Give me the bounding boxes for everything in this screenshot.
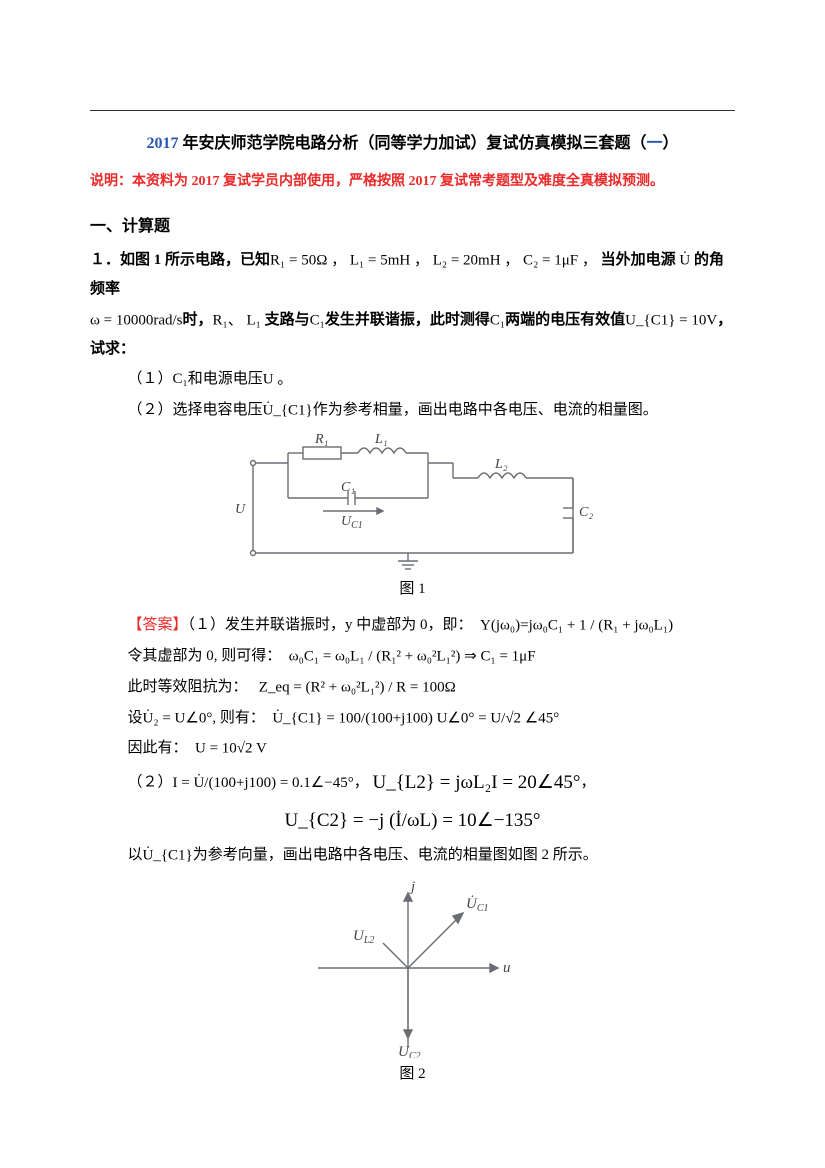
q1-p1u: U 。 (263, 371, 293, 387)
ans-f7: U_{L2} = jωL₂I = 20∠45° (372, 772, 580, 793)
note-text: 说明：本资料为 2017 复试学员内部使用，严格按照 2017 复试常考题型及难… (90, 169, 735, 196)
ans-a6c: ， (580, 775, 595, 791)
svg-text:L₂: L₂ (494, 457, 508, 472)
ans-f4: U̇_{C1} = 100/(100+j100) U∠0° = U/√2 ∠45… (272, 710, 559, 726)
q1-c1: C₁ (310, 312, 325, 328)
q1-p2b: 作为参考相量，画出电路中各电压、电流的相量图。 (313, 402, 658, 418)
ans-6: （２）I = U̇/(100+j100) = 0.1∠−45°， U_{L2} … (90, 765, 735, 801)
doc-title: 2017 年安庆师范学院电路分析（同等学力加试）复试仿真模拟三套题（一） (90, 129, 735, 159)
q1-params: R₁ = 50Ω ， L₁ = 5mH ， L₂ = 20mH ， C₂ = 1… (270, 253, 597, 269)
svg-text:UC2: UC2 (398, 1044, 421, 1058)
ans-4: 设U̇₂ = U∠0°, 则有： U̇_{C1} = 100/(100+j100… (90, 704, 735, 733)
title-paren: ） (663, 135, 679, 152)
q1-m3: 发生并联谐振，此时测得 (325, 312, 490, 328)
ans-a2: 令其虚部为 0, 则可得： (128, 648, 282, 664)
svg-text:UL2: UL2 (353, 928, 374, 946)
q1-p2: （２）选择电容电压U̇_{C1}作为参考相量，画出电路中各电压、电流的相量图。 (90, 396, 735, 425)
ans-label: 【答案】 (128, 617, 188, 633)
ans-f2: ω₀C₁ = ω₀L₁ / (R₁² + ω₀²L₁²) ⇒ C₁ = 1μF (289, 648, 536, 664)
svg-text:U̇C1: U̇C1 (466, 896, 489, 914)
q1-m4: 两端的电压有效值 (505, 312, 625, 328)
title-year: 2017 (146, 135, 178, 152)
ans-f5: U = 10√2 V (195, 741, 267, 757)
title-num: 一 (646, 135, 662, 152)
q1-rl: R₁、 L₁ (213, 312, 261, 328)
ans-7: 以U̇_{C1}为参考向量，画出电路中各电压、电流的相量图如图 2 所示。 (90, 841, 735, 870)
figure-2: j u U̇C1 UL2 UC2 图 2 (90, 878, 735, 1089)
section-heading: 一、计算题 (90, 212, 735, 242)
ans-3: 此时等效阻抗为： Z_eq = (R² + ω₀²L₁²) / R = 100Ω (90, 673, 735, 702)
svg-text:U: U (235, 502, 246, 517)
ans-f1: Y(jω₀)=jω₀C₁ + 1 / (R₁ + jω₀L₁) (480, 617, 673, 633)
ans-f8: U_{C2} = −j (İ/ωL) = 10∠−135° (284, 810, 540, 831)
top-rule (90, 110, 735, 111)
fig2-caption: 图 2 (90, 1060, 735, 1089)
ans-a4c: , 则有： (212, 710, 265, 726)
svg-text:L₁: L₁ (374, 433, 388, 447)
q1-p1: （１）C₁和电源电压U 。 (90, 365, 735, 394)
ans-1: 【答案】（１）发生并联谐振时，y 中虚部为 0，即： Y(jω₀)=jω₀C₁ … (90, 611, 735, 640)
q1-p1-text: （１）C₁和电源电压 (128, 371, 263, 387)
q1-u: U̇ (679, 253, 690, 269)
q1-line1: １．如图 1 所示电路，已知R₁ = 50Ω ， L₁ = 5mH ， L₂ =… (90, 246, 735, 303)
svg-text:C₁: C₁ (341, 480, 355, 495)
title-mid: 年安庆师范学院电路分析（同等学力加试）复试仿真模拟三套题（ (178, 135, 646, 152)
ans-a5: 因此有： (128, 740, 188, 756)
q1-p2a: （２）选择电容电压 (128, 402, 263, 418)
q1-m2: 支路与 (261, 312, 310, 328)
q1-m1: 时， (183, 312, 213, 328)
ans-a4a: 设 (128, 710, 143, 726)
q1-lead: １．如图 1 所示电路，已知 (90, 252, 270, 268)
ans-a6b: ， (354, 775, 369, 791)
q1-p2u: U̇_{C1} (263, 402, 313, 418)
ans-a7c: 为参考向量，画出电路中各电压、电流的相量图如图 2 所示。 (193, 847, 598, 863)
fig1-caption: 图 1 (90, 575, 735, 604)
q1-omega: ω = 10000rad/s (90, 312, 183, 328)
ans-a6a: （２） (128, 775, 173, 791)
phasor-svg: j u U̇C1 UL2 UC2 (298, 878, 528, 1058)
ans-a7b: U̇_{C1} (143, 848, 193, 864)
svg-text:j: j (409, 879, 415, 895)
ans-f8-line: U_{C2} = −j (İ/ωL) = 10∠−135° (90, 803, 735, 839)
q1-uc1: U_{C1} = 10V (625, 312, 717, 328)
q1-line2: ω = 10000rad/s时，R₁、 L₁ 支路与C₁发生并联谐振，此时测得C… (90, 306, 735, 363)
svg-text:R₁: R₁ (314, 433, 328, 447)
q1-t1: 当外加电源 (601, 252, 676, 268)
svg-text:u: u (503, 960, 511, 976)
ans-f6: I = U̇/(100+j100) = 0.1∠−45° (173, 775, 354, 791)
svg-text:UC1: UC1 (341, 514, 363, 531)
ans-a1: （１）发生并联谐振时，y 中虚部为 0，即： (188, 617, 473, 633)
ans-2: 令其虚部为 0, 则可得： ω₀C₁ = ω₀L₁ / (R₁² + ω₀²L₁… (90, 642, 735, 671)
q1-c1b: C₁ (490, 312, 505, 328)
ans-f3: Z_eq = (R² + ω₀²L₁²) / R = 100Ω (259, 679, 456, 695)
ans-a3: 此时等效阻抗为： (128, 679, 248, 695)
circuit-svg: R₁ L₁ L₂ C₁ C₂ U UC1 (223, 433, 603, 573)
ans-a7a: 以 (128, 847, 143, 863)
ans-a4b: U̇₂ = U∠0° (143, 710, 213, 726)
figure-1: R₁ L₁ L₂ C₁ C₂ U UC1 图 1 (90, 433, 735, 604)
ans-5: 因此有： U = 10√2 V (90, 734, 735, 763)
svg-text:C₂: C₂ (579, 505, 593, 520)
